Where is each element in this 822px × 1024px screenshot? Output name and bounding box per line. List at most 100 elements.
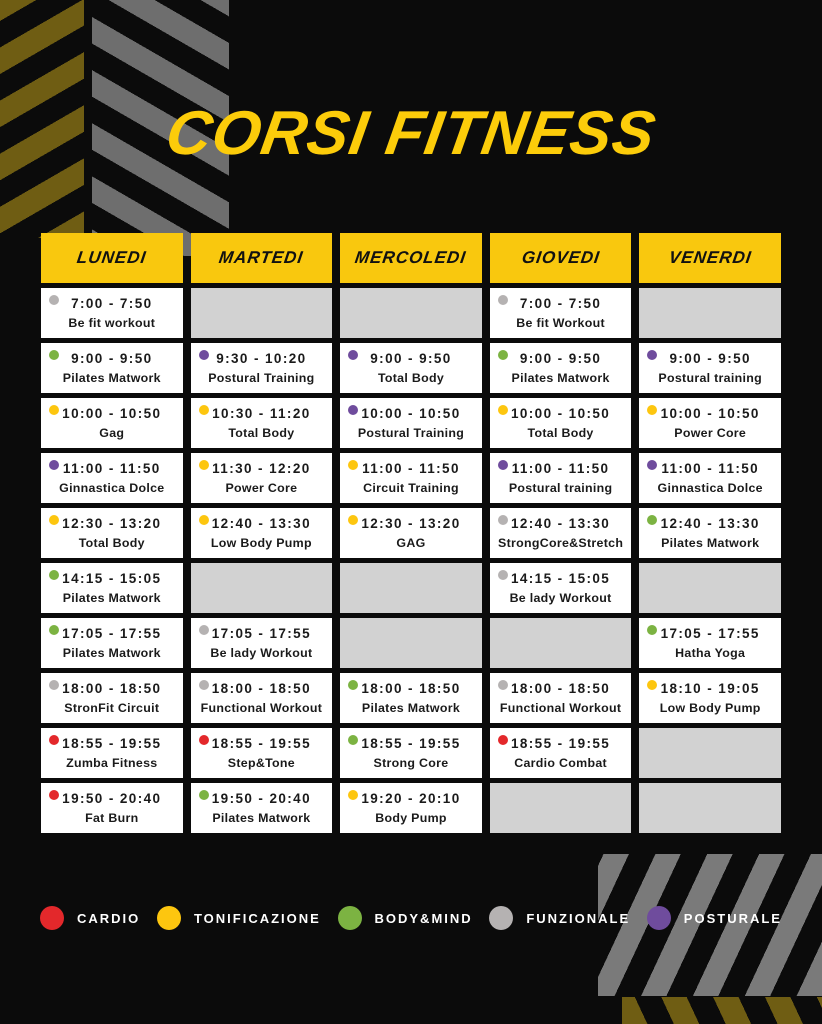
bodymind-dot <box>497 350 508 360</box>
funzionale-dot <box>198 625 209 635</box>
decorative-stripes-top-left-yellow <box>0 0 84 238</box>
slot-name: Ginnastica Dolce <box>59 481 165 495</box>
class-slot: 18:00 - 18:50 StronFit Circuit <box>41 673 183 723</box>
slot-name: Step&Tone <box>227 756 295 770</box>
slot-time: 18:55 - 19:55 <box>211 736 312 751</box>
class-slot: 18:55 - 19:55 Strong Core <box>340 728 482 778</box>
slot-time: 10:00 - 10:50 <box>62 406 162 421</box>
slot-name: Pilates Matwork <box>62 371 161 385</box>
day-header-mercoledi: MERCOLEDI <box>340 233 482 283</box>
slot-time: 10:30 - 11:20 <box>212 406 311 421</box>
empty-slot <box>639 563 781 613</box>
class-slot: 17:05 - 17:55 Be lady Workout <box>190 618 333 668</box>
slot-name: Total Body <box>78 536 145 550</box>
class-slot: 12:30 - 13:20 GAG <box>340 508 482 558</box>
slot-time: 7:00 - 7:50 <box>519 296 602 311</box>
tonificazione-dot <box>348 515 359 525</box>
empty-slot <box>639 728 781 778</box>
day-header-label: MARTEDI <box>218 248 305 267</box>
slot-name: Ginnastica Dolce <box>657 481 763 495</box>
legend-item-posturale: POSTURALE <box>646 906 782 930</box>
posturale-dot <box>198 350 209 360</box>
slot-name: Be fit Workout <box>516 316 605 330</box>
legend: CARDIO TONIFICAZIONE BODY&MIND FUNZIONALE PO… <box>40 906 782 930</box>
slot-name: Pilates Matwork <box>361 701 461 715</box>
posturale-dot <box>348 405 359 415</box>
bodymind-dot <box>348 735 359 745</box>
slot-name: Pilates Matwork <box>62 591 161 605</box>
cardio-dot <box>497 735 508 745</box>
bodymind-dot <box>198 790 209 800</box>
posturale-dot <box>348 350 359 360</box>
legend-label: TONIFICAZIONE <box>193 910 321 926</box>
class-slot: 9:00 - 9:50 Total Body <box>340 343 482 393</box>
slot-name: Power Core <box>225 481 298 495</box>
class-slot: 17:05 - 17:55 Hatha Yoga <box>639 618 781 668</box>
slot-name: Functional Workout <box>499 701 622 715</box>
slot-name: Postural Training <box>208 371 315 385</box>
class-slot: 18:00 - 18:50 Pilates Matwork <box>340 673 482 723</box>
empty-slot <box>340 563 482 613</box>
slot-time: 18:00 - 18:50 <box>361 681 461 696</box>
funzionale-dot <box>49 680 59 690</box>
class-slot: 18:55 - 19:55 Zumba Fitness <box>41 728 183 778</box>
class-slot: 9:30 - 10:20 Postural Training <box>190 343 333 393</box>
slot-name: Postural Training <box>357 426 465 440</box>
tonificazione-dot <box>198 515 209 525</box>
class-slot: 18:55 - 19:55 Cardio Combat <box>489 728 632 778</box>
slot-name: Functional Workout <box>200 701 323 715</box>
class-slot: 12:30 - 13:20 Total Body <box>41 508 183 558</box>
slot-time: 9:00 - 9:50 <box>71 351 153 366</box>
legend-item-tonificazione: TONIFICAZIONE <box>156 906 321 930</box>
slot-time: 18:55 - 19:55 <box>510 736 611 751</box>
tonificazione-dot <box>198 405 209 415</box>
slot-name: Low Body Pump <box>659 701 761 715</box>
class-slot: 19:50 - 20:40 Pilates Matwork <box>190 783 333 833</box>
bodymind-dot <box>49 350 59 360</box>
bodymind-dot <box>49 625 59 635</box>
class-slot: 12:40 - 13:30 StrongCore&Stretch <box>489 508 632 558</box>
class-slot: 12:40 - 13:30 Pilates Matwork <box>639 508 781 558</box>
empty-slot <box>489 618 632 668</box>
slot-time: 19:50 - 20:40 <box>211 791 312 806</box>
slot-name: Circuit Training <box>363 481 459 495</box>
tonificazione-dot <box>49 515 59 525</box>
slot-name: GAG <box>396 536 426 550</box>
slot-name: Fat Burn <box>85 811 139 825</box>
decorative-stripes-top-left-gray <box>92 0 229 256</box>
slot-time: 12:40 - 13:30 <box>211 516 312 531</box>
slot-name: Be fit workout <box>68 316 156 330</box>
slot-time: 18:55 - 19:55 <box>62 736 162 751</box>
slot-name: Strong Core <box>373 756 449 770</box>
day-header-label: VENERDI <box>667 248 753 267</box>
slot-time: 9:00 - 9:50 <box>519 351 602 366</box>
class-slot: 11:00 - 11:50 Ginnastica Dolce <box>639 453 781 503</box>
class-slot: 11:00 - 11:50 Circuit Training <box>340 453 482 503</box>
empty-slot <box>340 618 482 668</box>
slot-time: 11:00 - 11:50 <box>62 461 161 476</box>
slot-time: 9:00 - 9:50 <box>370 351 452 366</box>
class-slot: 10:00 - 10:50 Power Core <box>639 398 781 448</box>
slot-time: 10:00 - 10:50 <box>660 406 760 421</box>
tonificazione-dot <box>348 460 359 470</box>
cardio-dot <box>198 735 209 745</box>
slot-time: 12:30 - 13:20 <box>361 516 461 531</box>
legend-label: CARDIO <box>77 910 141 926</box>
bodymind-dot <box>49 570 59 580</box>
slot-name: Power Core <box>674 426 747 440</box>
slot-name: Be lady Workout <box>210 646 313 660</box>
tonificazione-dot <box>49 405 59 415</box>
posturale-dot <box>497 460 508 470</box>
page-title: CORSI FITNESS <box>161 99 661 168</box>
decorative-stripes-bottom-right-gray <box>598 854 822 996</box>
legend-label: BODY&MIND <box>374 910 473 926</box>
bodymind-dot <box>348 680 359 690</box>
class-slot: 7:00 - 7:50 Be fit Workout <box>489 288 632 338</box>
class-slot: 19:20 - 20:10 Body Pump <box>340 783 482 833</box>
class-slot: 14:15 - 15:05 Pilates Matwork <box>41 563 183 613</box>
class-slot: 9:00 - 9:50 Pilates Matwork <box>41 343 183 393</box>
slot-name: Hatha Yoga <box>675 646 746 660</box>
funzionale-dot <box>497 295 508 305</box>
slot-time: 17:05 - 17:55 <box>211 626 312 641</box>
slot-time: 14:15 - 15:05 <box>510 571 611 586</box>
